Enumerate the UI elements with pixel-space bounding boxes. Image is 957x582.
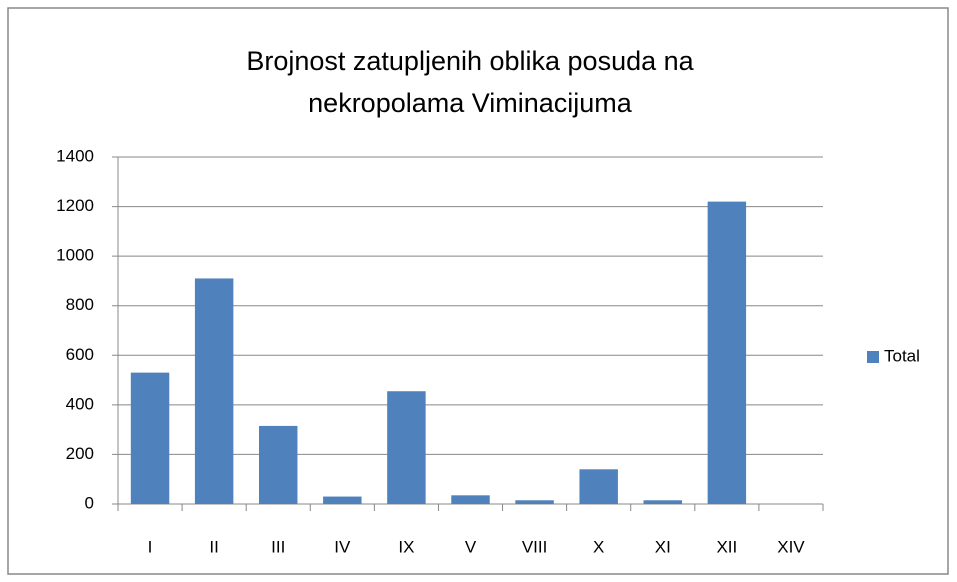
- legend-label: Total: [884, 346, 920, 365]
- y-tick-label: 1200: [56, 196, 94, 215]
- y-tick-label: 1400: [56, 146, 94, 165]
- bar: [707, 201, 747, 504]
- x-tick-label: XI: [655, 537, 671, 556]
- x-tick-label: III: [271, 537, 285, 556]
- bar: [323, 496, 362, 504]
- x-tick-label: IV: [334, 537, 351, 556]
- bar: [259, 425, 298, 504]
- y-tick-label: 0: [85, 493, 94, 512]
- x-tick-label: V: [465, 537, 477, 556]
- x-tick-label: IX: [398, 537, 414, 556]
- legend-swatch: [867, 351, 879, 363]
- x-tick-label: II: [209, 537, 218, 556]
- y-tick-label: 400: [66, 394, 94, 413]
- x-tick-label: XII: [716, 537, 737, 556]
- chart-title: Brojnost zatupljenih oblika posuda na ne…: [246, 46, 694, 118]
- y-tick-label: 1000: [56, 246, 94, 265]
- y-tick-label: 800: [66, 295, 94, 314]
- x-tick-label: XIV: [777, 537, 805, 556]
- x-tick-label: VIII: [522, 537, 548, 556]
- bar: [130, 372, 170, 504]
- bar: [451, 495, 490, 504]
- x-tick-label: X: [593, 537, 604, 556]
- bar: [194, 278, 234, 504]
- bar: [515, 500, 554, 504]
- x-tick-label: I: [148, 537, 153, 556]
- y-tick-label: 600: [66, 345, 94, 364]
- bar: [579, 469, 618, 504]
- bar: [643, 500, 682, 504]
- y-tick-label: 200: [66, 444, 94, 463]
- bar: [387, 391, 426, 504]
